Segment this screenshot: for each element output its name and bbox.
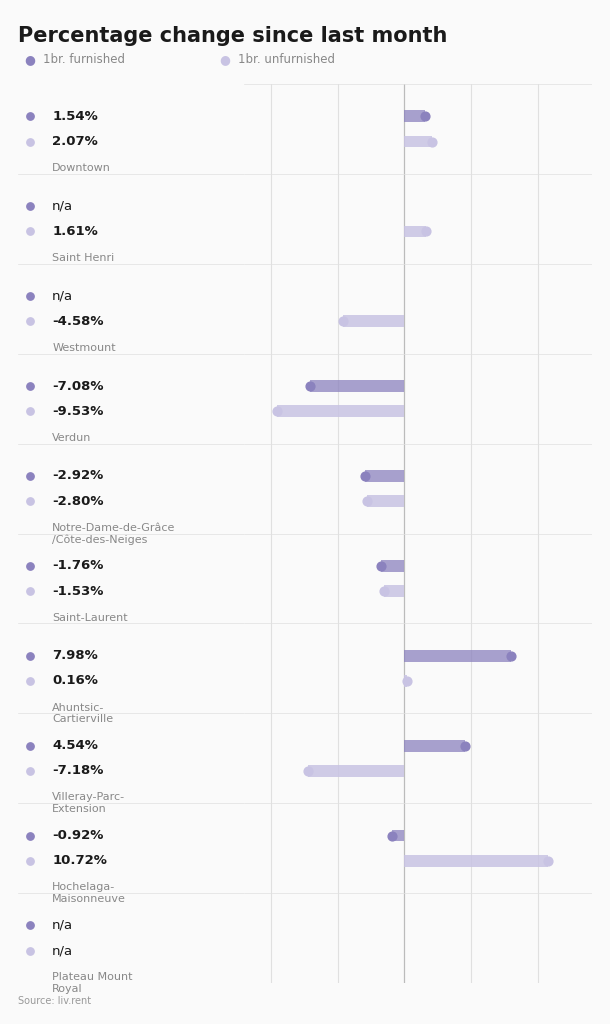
Point xyxy=(24,109,34,125)
Text: -7.18%: -7.18% xyxy=(52,764,104,777)
Bar xyxy=(404,111,425,122)
Text: ●: ● xyxy=(220,53,231,66)
Text: ●: ● xyxy=(24,53,35,66)
Point xyxy=(24,468,34,484)
Point xyxy=(506,647,516,664)
Point xyxy=(24,918,34,934)
Text: 7.98%: 7.98% xyxy=(52,649,98,663)
Text: 1br. unfurnished: 1br. unfurnished xyxy=(238,53,335,66)
Text: 1br. furnished: 1br. furnished xyxy=(43,53,124,66)
Point xyxy=(304,763,314,779)
Bar xyxy=(404,855,548,866)
Text: Saint Henri: Saint Henri xyxy=(52,253,115,263)
Point xyxy=(24,827,34,844)
Point xyxy=(376,558,386,574)
Text: -2.80%: -2.80% xyxy=(52,495,104,508)
Bar xyxy=(277,406,404,417)
Bar xyxy=(404,225,426,238)
Bar xyxy=(343,315,404,327)
Text: Villeray-Parc-
Extension: Villeray-Parc- Extension xyxy=(52,793,125,814)
Point xyxy=(24,223,34,240)
Point xyxy=(24,133,34,150)
Point xyxy=(24,198,34,214)
Bar xyxy=(404,135,432,147)
Text: Notre-Dame-de-Grâce
/Côte-des-Neiges: Notre-Dame-de-Grâce /Côte-des-Neiges xyxy=(52,522,176,545)
Point xyxy=(24,313,34,330)
Text: 0.16%: 0.16% xyxy=(52,675,98,687)
Point xyxy=(24,378,34,394)
Text: -1.76%: -1.76% xyxy=(52,559,104,572)
Text: Source: liv.rent: Source: liv.rent xyxy=(18,995,92,1006)
Text: n/a: n/a xyxy=(52,944,73,957)
Point xyxy=(543,853,553,869)
Text: 2.07%: 2.07% xyxy=(52,135,98,148)
Text: -1.53%: -1.53% xyxy=(52,585,104,598)
Text: 4.54%: 4.54% xyxy=(52,739,98,753)
Point xyxy=(24,403,34,420)
Point xyxy=(362,493,372,509)
Text: n/a: n/a xyxy=(52,919,73,932)
Text: -0.92%: -0.92% xyxy=(52,829,104,842)
Point xyxy=(24,737,34,754)
Text: Downtown: Downtown xyxy=(52,163,111,173)
Bar xyxy=(384,585,404,597)
Text: 1.54%: 1.54% xyxy=(52,110,98,123)
Text: -4.58%: -4.58% xyxy=(52,314,104,328)
Text: 10.72%: 10.72% xyxy=(52,854,107,867)
Text: Ahuntsic-
Cartierville: Ahuntsic- Cartierville xyxy=(52,702,113,724)
Point xyxy=(339,313,348,330)
Text: n/a: n/a xyxy=(52,200,73,213)
Point xyxy=(379,583,389,599)
Text: Saint-Laurent: Saint-Laurent xyxy=(52,612,127,623)
Bar xyxy=(365,470,404,482)
Text: Plateau Mount
Royal: Plateau Mount Royal xyxy=(52,972,132,994)
Bar xyxy=(367,496,404,507)
Point xyxy=(387,827,397,844)
Bar xyxy=(381,560,404,571)
Point xyxy=(361,468,370,484)
Text: Verdun: Verdun xyxy=(52,433,92,442)
Point xyxy=(24,942,34,958)
Bar xyxy=(404,740,465,752)
Bar xyxy=(310,380,404,392)
Bar xyxy=(309,765,404,776)
Bar xyxy=(392,829,404,842)
Text: -9.53%: -9.53% xyxy=(52,404,104,418)
Point xyxy=(305,378,315,394)
Bar xyxy=(404,650,511,662)
Text: n/a: n/a xyxy=(52,290,73,303)
Point xyxy=(427,133,437,150)
Point xyxy=(461,737,470,754)
Point xyxy=(272,403,282,420)
Text: 1.61%: 1.61% xyxy=(52,225,98,238)
Text: Hochelaga-
Maisonneuve: Hochelaga- Maisonneuve xyxy=(52,883,126,904)
Point xyxy=(24,647,34,664)
Point xyxy=(24,558,34,574)
Point xyxy=(24,493,34,509)
Text: Percentage change since last month: Percentage change since last month xyxy=(18,26,448,46)
Text: Westmount: Westmount xyxy=(52,343,116,353)
Bar xyxy=(404,675,407,687)
Point xyxy=(402,673,412,689)
Text: -7.08%: -7.08% xyxy=(52,380,104,392)
Point xyxy=(24,763,34,779)
Text: -2.92%: -2.92% xyxy=(52,469,104,482)
Point xyxy=(421,223,431,240)
Point xyxy=(24,288,34,304)
Point xyxy=(24,583,34,599)
Point xyxy=(24,673,34,689)
Point xyxy=(24,853,34,869)
Point xyxy=(420,109,430,125)
